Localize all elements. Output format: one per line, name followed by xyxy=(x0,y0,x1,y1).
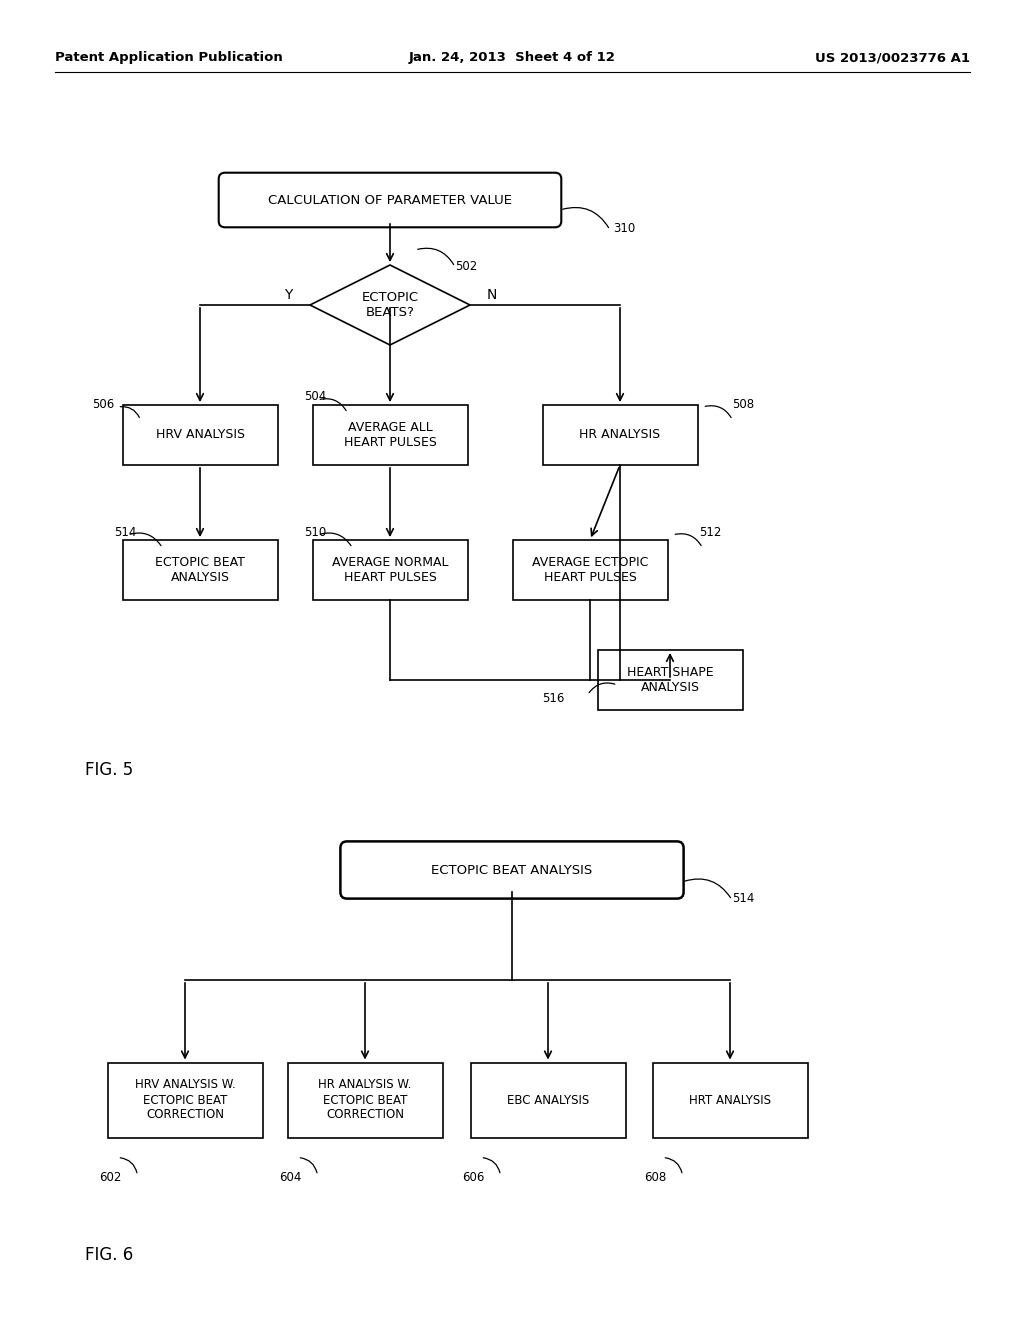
Text: 602: 602 xyxy=(99,1171,122,1184)
Text: ECTOPIC
BEATS?: ECTOPIC BEATS? xyxy=(361,290,419,319)
Text: N: N xyxy=(486,288,498,302)
Text: HRT ANALYSIS: HRT ANALYSIS xyxy=(689,1093,771,1106)
Text: CALCULATION OF PARAMETER VALUE: CALCULATION OF PARAMETER VALUE xyxy=(268,194,512,206)
FancyBboxPatch shape xyxy=(543,405,697,465)
Text: 508: 508 xyxy=(732,399,755,412)
FancyBboxPatch shape xyxy=(123,540,278,601)
FancyBboxPatch shape xyxy=(597,649,742,710)
Text: HR ANALYSIS W.
ECTOPIC BEAT
CORRECTION: HR ANALYSIS W. ECTOPIC BEAT CORRECTION xyxy=(318,1078,412,1122)
FancyBboxPatch shape xyxy=(652,1063,808,1138)
Text: 604: 604 xyxy=(280,1171,302,1184)
Text: EBC ANALYSIS: EBC ANALYSIS xyxy=(507,1093,589,1106)
Text: 506: 506 xyxy=(92,399,115,412)
Text: 514: 514 xyxy=(115,525,137,539)
Text: 606: 606 xyxy=(463,1171,485,1184)
Text: 516: 516 xyxy=(543,692,565,705)
Text: US 2013/0023776 A1: US 2013/0023776 A1 xyxy=(815,51,970,65)
Text: HEART SHAPE
ANALYSIS: HEART SHAPE ANALYSIS xyxy=(627,667,714,694)
Text: 608: 608 xyxy=(644,1171,667,1184)
Text: 512: 512 xyxy=(699,525,722,539)
FancyBboxPatch shape xyxy=(512,540,668,601)
Polygon shape xyxy=(310,265,470,345)
FancyBboxPatch shape xyxy=(288,1063,442,1138)
FancyBboxPatch shape xyxy=(108,1063,262,1138)
Text: 510: 510 xyxy=(304,525,327,539)
Text: 504: 504 xyxy=(304,391,327,404)
FancyBboxPatch shape xyxy=(340,841,684,899)
Text: FIG. 6: FIG. 6 xyxy=(85,1246,133,1265)
FancyBboxPatch shape xyxy=(470,1063,626,1138)
Text: ECTOPIC BEAT ANALYSIS: ECTOPIC BEAT ANALYSIS xyxy=(431,863,593,876)
Text: AVERAGE NORMAL
HEART PULSES: AVERAGE NORMAL HEART PULSES xyxy=(332,556,449,583)
Text: HRV ANALYSIS: HRV ANALYSIS xyxy=(156,429,245,441)
Text: Y: Y xyxy=(284,288,292,302)
Text: FIG. 5: FIG. 5 xyxy=(85,762,133,779)
Text: 514: 514 xyxy=(732,891,755,904)
FancyBboxPatch shape xyxy=(123,405,278,465)
Text: AVERAGE ALL
HEART PULSES: AVERAGE ALL HEART PULSES xyxy=(344,421,436,449)
Text: AVERAGE ECTOPIC
HEART PULSES: AVERAGE ECTOPIC HEART PULSES xyxy=(531,556,648,583)
Text: ECTOPIC BEAT
ANALYSIS: ECTOPIC BEAT ANALYSIS xyxy=(155,556,245,583)
FancyBboxPatch shape xyxy=(219,173,561,227)
Text: Jan. 24, 2013  Sheet 4 of 12: Jan. 24, 2013 Sheet 4 of 12 xyxy=(409,51,615,65)
FancyBboxPatch shape xyxy=(312,540,468,601)
Text: HR ANALYSIS: HR ANALYSIS xyxy=(580,429,660,441)
Text: Patent Application Publication: Patent Application Publication xyxy=(55,51,283,65)
FancyBboxPatch shape xyxy=(312,405,468,465)
Text: HRV ANALYSIS W.
ECTOPIC BEAT
CORRECTION: HRV ANALYSIS W. ECTOPIC BEAT CORRECTION xyxy=(134,1078,236,1122)
Text: 310: 310 xyxy=(613,222,635,235)
Text: 502: 502 xyxy=(455,260,477,273)
